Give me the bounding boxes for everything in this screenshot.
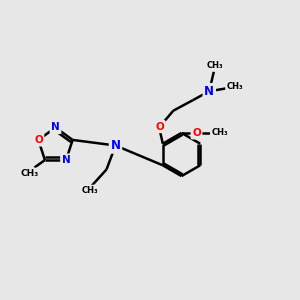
Text: N: N: [110, 139, 121, 152]
Text: N: N: [51, 122, 60, 133]
Text: CH₃: CH₃: [21, 169, 39, 178]
Text: CH₃: CH₃: [226, 82, 243, 91]
Text: N: N: [204, 85, 214, 98]
Text: CH₃: CH₃: [211, 128, 228, 137]
Text: CH₃: CH₃: [82, 186, 98, 195]
Text: N: N: [62, 155, 70, 165]
Text: O: O: [192, 128, 201, 138]
Text: O: O: [155, 122, 164, 132]
Text: O: O: [34, 135, 43, 145]
Text: CH₃: CH₃: [207, 61, 224, 70]
